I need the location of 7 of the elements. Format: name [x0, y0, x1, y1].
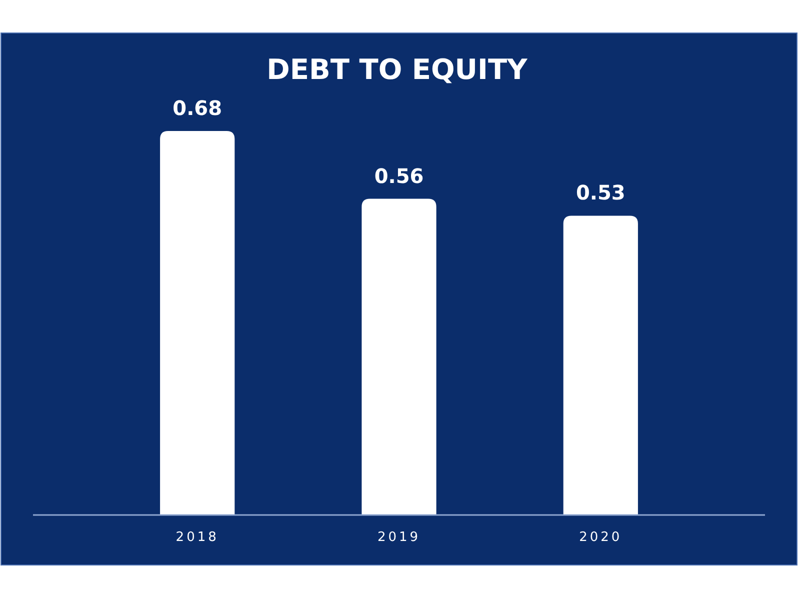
data-label: 0.56: [374, 164, 424, 188]
x-tick-label: 2019: [377, 530, 421, 545]
x-tick-label: 2018: [176, 530, 219, 545]
data-label: 0.68: [172, 96, 222, 120]
data-label: 0.53: [576, 180, 626, 205]
chart-title: DEBT TO EQUITY: [266, 53, 528, 86]
x-tick-label: 2020: [579, 530, 622, 545]
